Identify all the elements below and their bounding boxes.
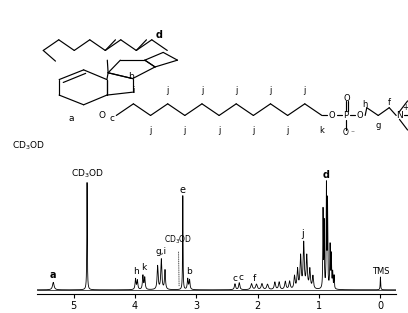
- Text: j: j: [235, 86, 237, 95]
- Text: CD$_3$OD: CD$_3$OD: [71, 167, 104, 180]
- Text: P: P: [343, 111, 348, 120]
- Text: j: j: [269, 86, 272, 95]
- Text: f: f: [388, 98, 391, 107]
- Text: j: j: [201, 86, 203, 95]
- Text: f: f: [253, 274, 256, 283]
- Text: CD$_3$OD: CD$_3$OD: [164, 234, 193, 286]
- Text: O: O: [343, 128, 348, 137]
- Text: j: j: [184, 126, 186, 135]
- Text: j: j: [304, 86, 306, 95]
- Text: e: e: [407, 94, 408, 102]
- Text: i: i: [132, 86, 135, 95]
- Text: b: b: [128, 72, 133, 81]
- Text: j: j: [286, 126, 289, 135]
- Text: e: e: [407, 128, 408, 137]
- Text: k: k: [141, 264, 146, 273]
- Text: j: j: [166, 86, 169, 95]
- Text: g,i: g,i: [156, 248, 167, 256]
- Text: e: e: [180, 185, 186, 195]
- Text: g: g: [375, 121, 381, 130]
- Text: c: c: [110, 114, 115, 123]
- Text: CD$_3$OD: CD$_3$OD: [12, 139, 45, 152]
- Text: N: N: [396, 111, 403, 120]
- Text: d: d: [323, 170, 330, 180]
- Text: h: h: [133, 267, 139, 276]
- Text: k: k: [319, 126, 324, 135]
- Text: O: O: [329, 111, 335, 120]
- Text: a: a: [50, 270, 57, 280]
- Text: j: j: [301, 229, 304, 239]
- Text: j: j: [252, 126, 255, 135]
- Text: O: O: [343, 94, 350, 102]
- Text: TMS: TMS: [372, 267, 389, 276]
- Text: O: O: [98, 111, 106, 120]
- Text: a: a: [69, 114, 74, 123]
- Text: h: h: [362, 100, 368, 109]
- Text: j: j: [218, 126, 220, 135]
- Text: j: j: [149, 126, 152, 135]
- Text: +: +: [402, 103, 408, 112]
- Text: c: c: [239, 273, 244, 281]
- Text: O: O: [357, 111, 364, 120]
- Text: c: c: [233, 274, 237, 283]
- Text: ⁻: ⁻: [350, 129, 355, 138]
- Text: d: d: [155, 30, 163, 40]
- Text: b: b: [186, 267, 192, 276]
